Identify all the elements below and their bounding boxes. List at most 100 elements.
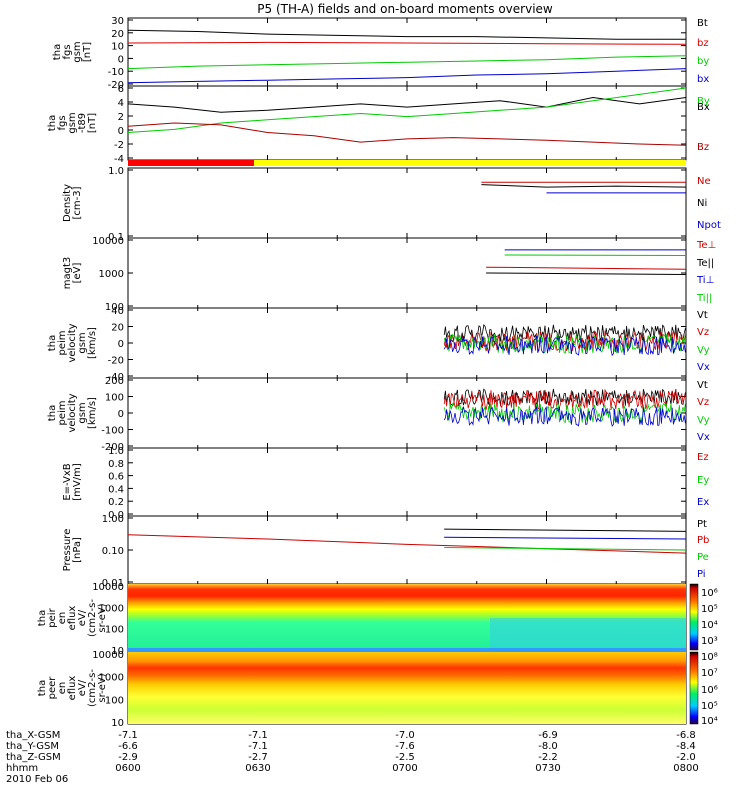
- footer-label: tha_Y-GSM: [6, 741, 59, 752]
- y-tick-label: -40: [108, 372, 124, 383]
- series-line-Bt: [127, 29, 686, 40]
- series-line-Vx: [443, 335, 686, 357]
- panel-8: 1.00 0.10 0.01 Pressure[nPa] Pt Pb Pe Pi: [62, 514, 709, 589]
- series-line-by: [127, 55, 687, 70]
- series-line-Vt: [443, 388, 686, 407]
- footer-value: 0700: [392, 763, 417, 774]
- y-tick-label: 100: [105, 393, 124, 404]
- colorbar2-tick: 10⁸: [701, 652, 718, 663]
- series-line-Pe: [444, 547, 687, 551]
- electron-colorbar: 10⁸ 10⁷ 10⁶ 10⁵ 10⁴: [689, 651, 718, 727]
- footer-label: hhmm: [6, 763, 38, 774]
- footer-value: -2.9: [118, 752, 138, 763]
- y-tick-label: 30: [111, 16, 124, 27]
- panel-7: 1.0 0.8 0.60.4 0.2 0.0 E=-VxB[mV/m] Ez Ey Ex: [62, 446, 709, 521]
- legend-label: Vz: [697, 327, 709, 338]
- y-tick-label: 10: [111, 718, 124, 729]
- legend-label: Pb: [697, 535, 709, 546]
- y-tick-label: 0.10: [102, 546, 124, 557]
- y-axis-label: thafgsgsm-t89[nT]: [47, 112, 98, 133]
- series-line-Pi: [444, 536, 687, 540]
- series-line-Vy: [443, 333, 686, 354]
- y-tick-label: 0.4: [108, 484, 124, 495]
- legend-label: Ti||: [696, 293, 712, 304]
- colorbar2-tick: 10⁶: [701, 685, 718, 696]
- footer-value: -6.8: [676, 730, 696, 741]
- footer-value: 0630: [245, 763, 270, 774]
- legend-label: Bt: [697, 18, 708, 29]
- series-line-By: [127, 87, 687, 133]
- y-tick-label: 0.0: [108, 510, 124, 521]
- series-line-Te||: [486, 272, 687, 275]
- panel-5: 40 20 0 -20 -40 thapeimvelocitygsm[km/s] Vt Vz V…: [47, 306, 710, 383]
- y-tick-label: 100: [105, 695, 124, 706]
- legend-label: Ey: [697, 475, 709, 486]
- y-tick-label: 0: [118, 339, 124, 350]
- y-axis-label: thafgsgsm[nT]: [52, 41, 93, 62]
- legend-label: Pt: [697, 519, 707, 530]
- panel-frame: [127, 167, 687, 239]
- y-tick-label: 200: [105, 376, 124, 387]
- y-tick-label: 0: [118, 409, 124, 420]
- series-line-bx: [127, 68, 687, 84]
- legend-label: By: [697, 96, 710, 107]
- y-tick-label: -10: [108, 67, 124, 78]
- y-tick-label: 1000: [99, 603, 124, 614]
- y-tick-label: 0.1: [108, 232, 124, 243]
- series-line-Pb: [127, 534, 687, 554]
- y-tick-label: 1.0: [108, 166, 124, 177]
- colorbar2-tick: 10⁴: [701, 716, 718, 727]
- footer-value: 0730: [535, 763, 560, 774]
- legend-label: Vy: [697, 345, 710, 356]
- y-tick-label: 1.0: [108, 446, 124, 457]
- y-tick-label: 10000: [92, 582, 124, 593]
- footer-value: -8.4: [676, 741, 696, 752]
- y-tick-label: 0.6: [108, 472, 124, 483]
- colorbar1-tick: 10⁴: [701, 620, 718, 631]
- footer-date: 2010 Feb 06: [6, 774, 68, 785]
- footer-value: -6.6: [118, 741, 138, 752]
- y-tick-label: -200: [101, 442, 124, 453]
- series-line-Te⊥: [486, 266, 687, 270]
- legend-label: Vt: [697, 380, 708, 391]
- panel-frame: [127, 377, 687, 449]
- legend-label: Te⊥: [696, 240, 716, 251]
- ion-spectrogram: [128, 584, 686, 652]
- y-tick-label: -100: [101, 426, 124, 437]
- series-line-Vy: [443, 402, 686, 423]
- legend-label: Pe: [697, 552, 709, 563]
- y-axis-label: thapeirenefluxeV/(cm2-s-sr-eV): [37, 599, 108, 637]
- y-axis-label: thapeerenefluxeV/(cm2-s-sr-eV): [37, 669, 108, 707]
- legend-label: Ti⊥: [696, 275, 714, 286]
- legend-label: Vz: [697, 397, 709, 408]
- legend-label: Ez: [697, 452, 709, 463]
- y-tick-label: -20: [108, 356, 124, 367]
- legend-label: Ni: [697, 198, 707, 209]
- footer-value: 0800: [673, 763, 698, 774]
- legend-label: bx: [697, 74, 709, 85]
- plot-title: P5 (TH-A) fields and on-board moments ov…: [257, 2, 553, 16]
- y-axis-label: Density[cm-3]: [62, 184, 83, 222]
- y-tick-label: 4: [118, 98, 124, 109]
- series-line-bz: [127, 41, 687, 45]
- y-tick-label: 100: [105, 302, 124, 313]
- y-tick-label: 1.00: [102, 514, 124, 525]
- y-tick-label: 0.01: [102, 578, 124, 589]
- footer-value: -7.1: [248, 730, 268, 741]
- series-line-Vx: [443, 405, 686, 427]
- colorbar1-tick: 10³: [701, 636, 718, 647]
- y-tick-label: 0: [118, 126, 124, 137]
- footer-value: 0600: [115, 763, 140, 774]
- footer-value: -2.7: [248, 752, 268, 763]
- y-tick-label: -4: [114, 154, 124, 165]
- y-tick-label: 100: [105, 625, 124, 636]
- y-tick-label: -2: [114, 140, 124, 151]
- y-tick-label: 2: [118, 112, 124, 123]
- y-tick-label: 10: [111, 42, 124, 53]
- y-tick-label: 0.2: [108, 497, 124, 508]
- legend-label: bz: [697, 38, 709, 49]
- series-line-Ni: [481, 184, 687, 188]
- ion-colorbar: 10⁶ 10⁵ 10⁴ 10³: [689, 583, 718, 651]
- footer-value: -2.0: [676, 752, 696, 763]
